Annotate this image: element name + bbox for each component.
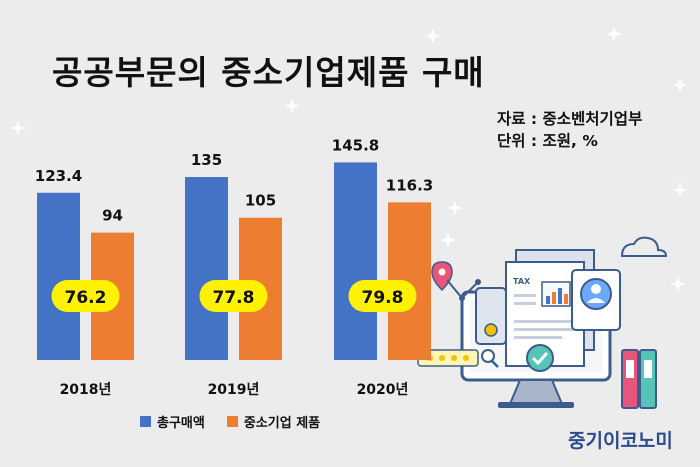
sparkle-icon [670,276,686,292]
category-label-1: 2018년 [60,382,112,398]
bar-chart-icon [541,281,571,307]
unit-line: 단위 : 조원, % [497,132,598,150]
category-label-2: 2019년 [208,382,260,398]
sparkle-icon [425,28,441,44]
legend-item-sme: 중소기업 제품 [226,412,321,431]
legend-swatch-total [140,416,151,427]
ratio-badge-2 [199,280,268,312]
ratio-label-1: 76.2 [65,288,107,308]
sparkle-icon [447,200,463,216]
value-label-total-2: 135 [191,151,222,169]
sparkle-icon [440,232,456,248]
bar-total-2 [185,177,228,360]
source-line: 자료 : 중소벤처기업부 [497,110,643,128]
map-pin-icon [431,261,453,292]
legend-label-sme: 중소기업 제품 [243,416,321,431]
magnifier-icon [481,349,499,368]
sparkle-icon [672,182,688,198]
sparkle-icon [606,26,622,42]
cloud-icon [620,236,668,257]
doc-label: TAX [513,277,531,286]
sparkle-icon [284,98,300,114]
legend-item-total: 총구매액 [140,412,205,431]
tablet-icon [475,287,507,345]
value-label-sme-1: 94 [102,207,123,225]
brand-logo: 중기이코노미 [568,430,673,452]
legend-swatch-sme [226,416,238,427]
ratio-badge-1 [51,280,120,312]
check-icon [526,344,554,372]
ratio-badge-3 [348,280,417,312]
sparkle-icon [673,78,687,92]
user-icon [571,269,621,331]
source-note: 자료 : 중소벤처기업부 단위 : 조원, % [497,108,642,152]
legend-label-total: 총구매액 [157,416,205,431]
binder-icon [621,349,657,409]
category-label-3: 2020년 [357,382,409,398]
ratio-label-3: 79.8 [362,288,404,308]
ratio-label-2: 77.8 [213,288,255,308]
value-label-total-3: 145.8 [332,136,379,154]
value-label-sme-2: 105 [245,192,276,210]
value-label-total-1: 123.4 [35,167,82,185]
bar-total-1 [37,192,80,360]
sparkle-icon [10,120,26,136]
value-label-sme-3: 116.3 [386,176,433,194]
legend: 총구매액 중소기업 제품 [140,412,320,431]
bar-total-3 [334,162,377,360]
page-title: 공공부문의 중소기업제품 구매 [52,53,485,92]
